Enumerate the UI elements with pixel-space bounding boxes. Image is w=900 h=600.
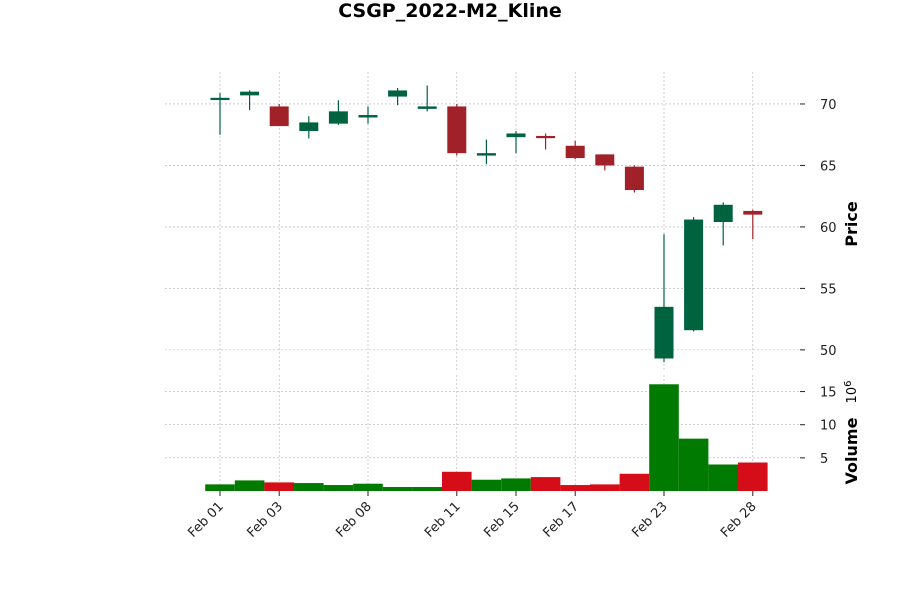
- volume-axis-ticks: 5 10 15: [800, 386, 837, 467]
- volume-tick-label: 10: [820, 419, 837, 434]
- candle-body: [269, 106, 289, 127]
- volume-offset-label: 106: [843, 381, 860, 404]
- candle-body: [476, 153, 496, 156]
- candle-body: [328, 111, 348, 124]
- candle-body: [447, 106, 467, 154]
- volume-bar: [738, 462, 768, 491]
- candle: [328, 100, 348, 125]
- volume-offset-base: 10: [845, 387, 860, 404]
- candle: [624, 165, 644, 193]
- candle-body: [506, 133, 526, 138]
- price-tick-label: 65: [820, 159, 837, 174]
- candle: [388, 87, 408, 106]
- volume-tick-label: 15: [820, 386, 837, 401]
- volume-bar: [501, 478, 531, 491]
- grid-layer: [165, 72, 800, 491]
- volume-bar: [353, 483, 383, 491]
- price-tick-label: 55: [820, 282, 837, 297]
- candle-body: [417, 106, 437, 109]
- candle: [476, 139, 496, 165]
- candle: [565, 140, 585, 160]
- candles-layer: [210, 85, 763, 363]
- candle-body: [388, 90, 408, 97]
- volume-bar: [234, 480, 265, 491]
- candle: [713, 202, 733, 246]
- volume-bar: [619, 473, 650, 491]
- candle-body: [743, 210, 763, 215]
- volume-bar: [264, 482, 294, 491]
- candle-body: [565, 145, 585, 159]
- price-axis-ticks: 50 55 60 65 70: [800, 98, 837, 359]
- candle-body: [713, 204, 733, 222]
- x-tick-label: Feb 15: [481, 499, 523, 541]
- price-tick-label: 60: [820, 221, 837, 236]
- candle-body: [210, 97, 230, 101]
- chart-title: CSGP_2022-M2_Kline: [338, 0, 562, 22]
- x-tick-label: Feb 11: [422, 499, 464, 541]
- volume-bar: [442, 471, 472, 491]
- candle-body: [299, 122, 319, 132]
- x-tick-label: Feb 28: [718, 499, 760, 541]
- x-tick-label: Feb 08: [333, 499, 375, 541]
- candle-body: [595, 154, 615, 166]
- x-tick-label: Feb 03: [245, 499, 287, 541]
- volume-bar: [471, 479, 502, 491]
- volume-bar: [649, 384, 679, 491]
- candle: [536, 133, 556, 150]
- candle: [595, 154, 615, 171]
- candle: [654, 234, 674, 363]
- candle: [210, 92, 230, 135]
- candle-body: [654, 306, 674, 359]
- candle: [417, 85, 437, 112]
- candle: [240, 90, 260, 111]
- x-tick-label: Feb 01: [185, 499, 227, 541]
- x-axis-ticks: Feb 01 Feb 03 Feb 08 Feb 11 Feb 15 Feb 17 Feb …: [185, 491, 760, 541]
- x-tick-label: Feb 17: [541, 499, 583, 541]
- volume-bar: [678, 438, 709, 491]
- volume-tick-label: 5: [820, 452, 828, 467]
- volume-bar: [708, 464, 738, 491]
- volume-bar: [412, 487, 442, 491]
- candle: [743, 209, 763, 240]
- candle: [269, 103, 289, 127]
- volume-bar: [530, 477, 561, 491]
- candle-body: [536, 135, 556, 139]
- price-tick-label: 70: [820, 98, 837, 113]
- candle: [299, 116, 319, 139]
- candle: [506, 131, 526, 154]
- candle: [447, 103, 467, 156]
- volume-bar: [205, 484, 235, 491]
- volume-bar: [590, 484, 620, 491]
- x-tick-label: Feb 23: [629, 499, 671, 541]
- candle: [358, 106, 378, 124]
- volume-offset-exponent: 6: [843, 381, 854, 387]
- volume-bar: [294, 483, 324, 491]
- candle-body: [240, 91, 260, 96]
- price-tick-label: 50: [820, 344, 837, 359]
- candle-body: [358, 115, 378, 118]
- volume-layer: [205, 384, 768, 491]
- candle-body: [684, 219, 704, 331]
- volume-bar: [382, 487, 413, 491]
- volume-bar: [323, 485, 354, 491]
- volume-axis-label: Volume: [842, 417, 861, 484]
- volume-bar: [560, 485, 590, 491]
- candle-body: [624, 166, 644, 191]
- price-axis-label: Price: [842, 201, 861, 247]
- candle: [684, 217, 704, 332]
